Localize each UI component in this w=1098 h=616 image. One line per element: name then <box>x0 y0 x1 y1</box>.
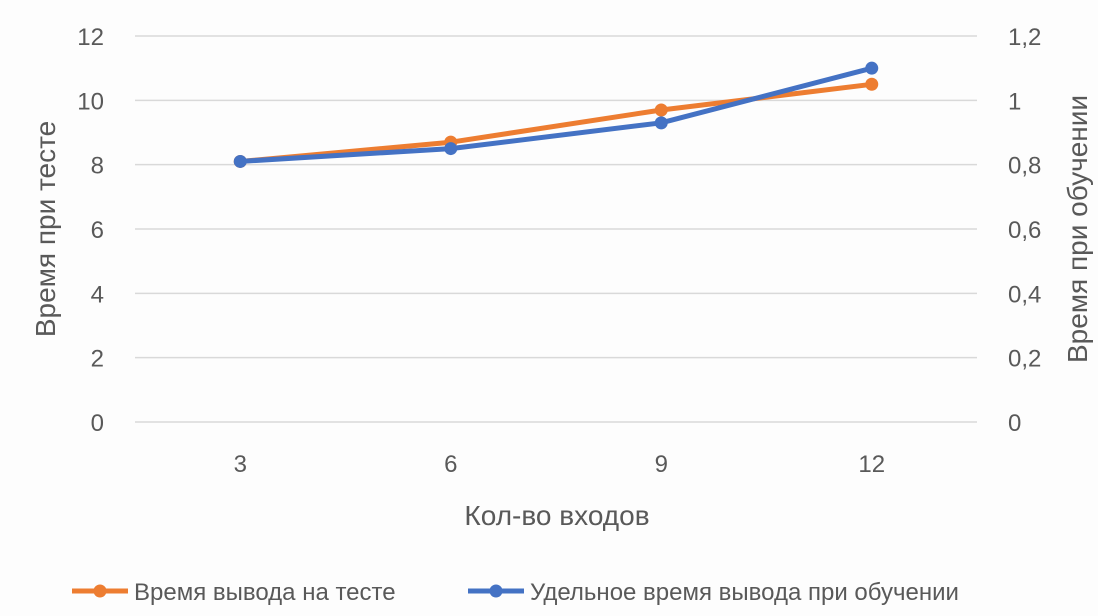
right-tick-label: 0,2 <box>1008 346 1041 373</box>
right-tick-label: 1,2 <box>1008 24 1041 51</box>
legend-label-test: Время вывода на тесте <box>134 579 396 606</box>
series-lines <box>233 61 879 168</box>
left-tick-label: 8 <box>91 153 104 180</box>
series-line-0 <box>237 81 875 164</box>
left-tick-label: 6 <box>91 217 104 244</box>
left-tick-label: 4 <box>91 281 104 308</box>
right-axis-title: Время при обучении <box>1062 95 1093 363</box>
series-1-point <box>865 61 879 75</box>
left-tick-label: 10 <box>77 88 104 115</box>
x-tick-label: 12 <box>858 451 885 478</box>
series-1-point <box>444 142 458 156</box>
right-tick-label: 0 <box>1008 410 1021 437</box>
right-tick-label: 0,6 <box>1008 217 1041 244</box>
x-tick-label: 9 <box>655 451 668 478</box>
x-axis-ticks: 3 6 9 12 <box>234 451 886 478</box>
series-1-point <box>233 154 247 168</box>
left-axis-title: Время при тесте <box>30 121 61 337</box>
right-tick-label: 1 <box>1008 88 1021 115</box>
left-tick-label: 2 <box>91 346 104 373</box>
series-1-point <box>654 116 668 130</box>
x-tick-label: 6 <box>444 451 457 478</box>
right-tick-label: 0,4 <box>1008 281 1041 308</box>
series-line-1 <box>237 65 875 164</box>
series-0-point <box>865 77 879 91</box>
legend-label-train: Удельное время вывода при обучении <box>530 579 959 606</box>
x-tick-label: 3 <box>234 451 247 478</box>
legend: Время вывода на тесте Удельное время выв… <box>72 579 959 606</box>
left-tick-label: 0 <box>91 410 104 437</box>
right-tick-label: 0,8 <box>1008 153 1041 180</box>
legend-marker-test <box>93 584 107 598</box>
x-axis-title: Кол-во входов <box>464 500 649 531</box>
left-axis-ticks: 0 2 4 6 8 10 12 <box>77 24 104 437</box>
legend-marker-train <box>489 584 503 598</box>
right-axis-ticks: 0 0,2 0,4 0,6 0,8 1 1,2 <box>1008 24 1041 437</box>
series-0-point <box>654 103 668 117</box>
left-tick-label: 12 <box>77 24 104 51</box>
gridlines <box>135 35 977 423</box>
